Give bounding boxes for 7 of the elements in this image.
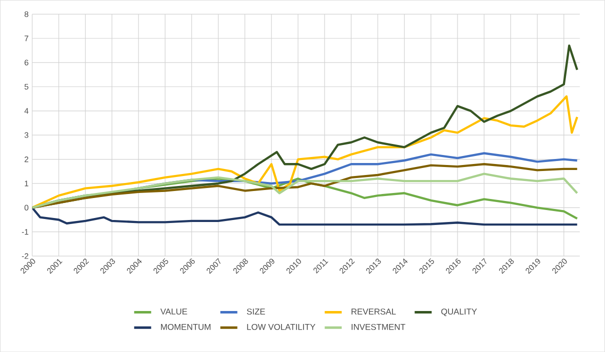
legend-label: LOW VOLATILITY [247,324,316,330]
legend-label: INVESTMENT [352,324,406,330]
legend-label: QUALITY [441,308,477,316]
legend-label: REVERSAL [352,308,396,314]
legend-label: VALUE [160,308,188,314]
legend-label: SIZE [246,308,265,314]
legend-label: MOMENTUM [161,324,210,330]
